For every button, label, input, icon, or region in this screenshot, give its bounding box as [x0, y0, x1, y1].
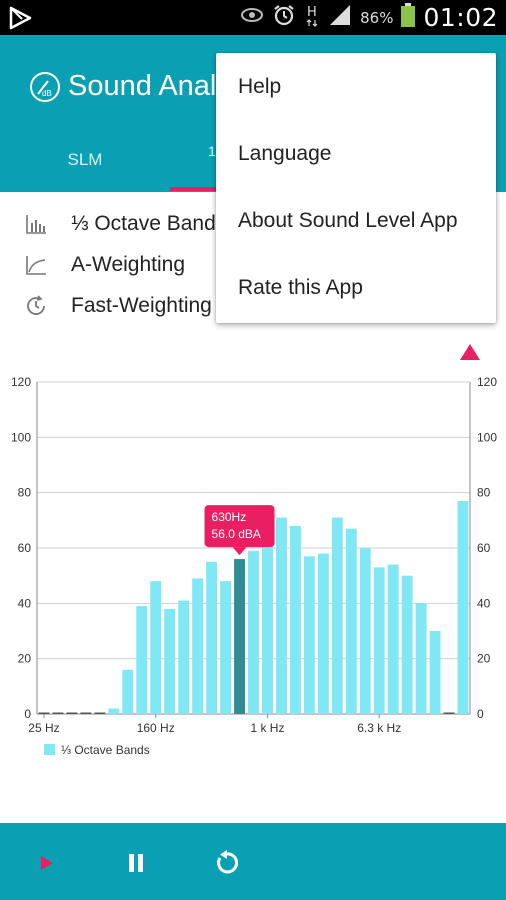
pause-button[interactable] — [116, 843, 156, 883]
x-tick-label: 160 Hz — [137, 721, 175, 735]
bar — [331, 517, 343, 714]
setting-weighting[interactable]: A-Weighting — [0, 245, 240, 285]
menu-item-language[interactable]: Language — [238, 141, 332, 165]
setting-weighting-label: A-Weighting — [71, 253, 186, 276]
bar — [136, 606, 148, 714]
bar — [108, 708, 120, 714]
y-tick-label-right: 100 — [477, 430, 497, 444]
y-tick-label-right: 120 — [477, 375, 497, 389]
y-tick-label-right: 20 — [477, 652, 491, 666]
y-tick-label-right: 80 — [477, 486, 491, 500]
bar — [164, 608, 176, 714]
y-tick-label-right: 0 — [477, 707, 484, 721]
logo-text: dB — [42, 89, 52, 98]
bar — [415, 603, 427, 714]
bar — [443, 712, 455, 714]
bar — [52, 712, 64, 714]
battery-icon — [401, 3, 416, 32]
legend-label: ⅓ Octave Bands — [61, 743, 150, 757]
bar — [80, 712, 92, 714]
timer-icon — [24, 294, 48, 318]
bar — [178, 600, 190, 714]
setting-time-weighting-label: Fast-Weighting — [71, 294, 212, 317]
bar — [150, 581, 162, 714]
tooltip-level: 56.0 dBA — [212, 527, 261, 541]
tab-slm[interactable]: SLM — [30, 135, 140, 192]
tab-octave-label: 1 — [208, 143, 216, 159]
svg-text:H: H — [307, 5, 317, 20]
overflow-menu: Help Language About Sound Level App Rate… — [216, 53, 496, 323]
x-tick-label: 1 k Hz — [250, 721, 284, 735]
play-icon — [41, 856, 53, 870]
battery-percent: 86% — [360, 8, 394, 27]
x-tick-label: 25 Hz — [28, 721, 59, 735]
network-h-icon: H — [304, 2, 320, 33]
bar — [262, 536, 273, 714]
y-tick-label-right: 60 — [477, 541, 491, 555]
y-tick-label-left: 100 — [11, 430, 31, 444]
y-tick-label-left: 20 — [18, 652, 32, 666]
bar — [220, 581, 232, 714]
status-bar: H 86% 01:02 — [0, 0, 506, 35]
sound-meter-logo-icon: dB — [28, 70, 62, 104]
tooltip-frequency: 630Hz — [212, 510, 247, 524]
tooltip-box — [204, 505, 275, 548]
play-button[interactable] — [26, 843, 66, 883]
bar — [317, 553, 329, 714]
reset-button[interactable] — [206, 843, 246, 883]
tab-indicator — [170, 187, 260, 191]
menu-item-help[interactable]: Help — [238, 74, 282, 98]
bar-chart-icon — [24, 212, 48, 236]
status-clock: 01:02 — [423, 3, 498, 32]
menu-item-rate[interactable]: Rate this App — [238, 275, 363, 299]
tab-octave[interactable]: 1 — [170, 135, 260, 192]
bar — [373, 567, 385, 714]
alarm-icon — [272, 3, 296, 32]
bar-selected — [234, 559, 245, 714]
refresh-icon — [217, 850, 239, 874]
bar — [401, 575, 413, 714]
bar — [429, 631, 441, 714]
play-store-notification-icon — [8, 6, 34, 30]
setting-band-mode[interactable]: ⅓ Octave Band — [0, 204, 240, 244]
y-tick-label-left: 0 — [24, 707, 31, 721]
bar — [66, 712, 78, 714]
signal-icon — [328, 4, 352, 31]
x-tick-label: 6.3 k Hz — [357, 721, 401, 735]
bar — [289, 525, 301, 714]
app-title: Sound Analy — [68, 70, 231, 102]
bar — [38, 712, 50, 714]
menu-item-about[interactable]: About Sound Level App — [238, 208, 458, 232]
bar — [192, 578, 204, 714]
y-tick-label-left: 120 — [11, 375, 31, 389]
pause-icon — [129, 854, 143, 872]
bar — [303, 556, 315, 714]
bar — [248, 550, 259, 714]
weighting-curve-icon — [24, 253, 48, 277]
eye-icon — [240, 7, 264, 28]
bar — [359, 548, 371, 714]
setting-time-weighting[interactable]: Fast-Weighting — [0, 286, 240, 326]
legend-swatch — [44, 744, 55, 755]
octave-band-chart: 0 0 20 20 40 40 60 60 80 80 100 100 120 120 25 Hz 160 H… — [0, 370, 506, 770]
bottom-controls — [0, 823, 506, 900]
bar — [275, 517, 287, 714]
y-tick-label-left: 60 — [18, 541, 32, 555]
y-tick-label-left: 40 — [18, 596, 32, 610]
chart-svg: 0 0 20 20 40 40 60 60 80 80 100 100 120 120 25 Hz 160 H… — [11, 375, 497, 757]
bar — [457, 500, 469, 714]
bar — [387, 564, 399, 714]
tab-slm-label: SLM — [67, 150, 103, 169]
bar — [206, 561, 218, 714]
setting-band-mode-label: ⅓ Octave Band — [71, 212, 216, 235]
bar — [345, 528, 357, 714]
tooltip-pointer — [232, 547, 247, 556]
y-tick-label-left: 80 — [18, 486, 32, 500]
y-tick-label-right: 40 — [477, 596, 491, 610]
collapse-arrow-icon[interactable] — [459, 343, 481, 361]
bar — [94, 712, 106, 714]
bar — [122, 669, 134, 714]
